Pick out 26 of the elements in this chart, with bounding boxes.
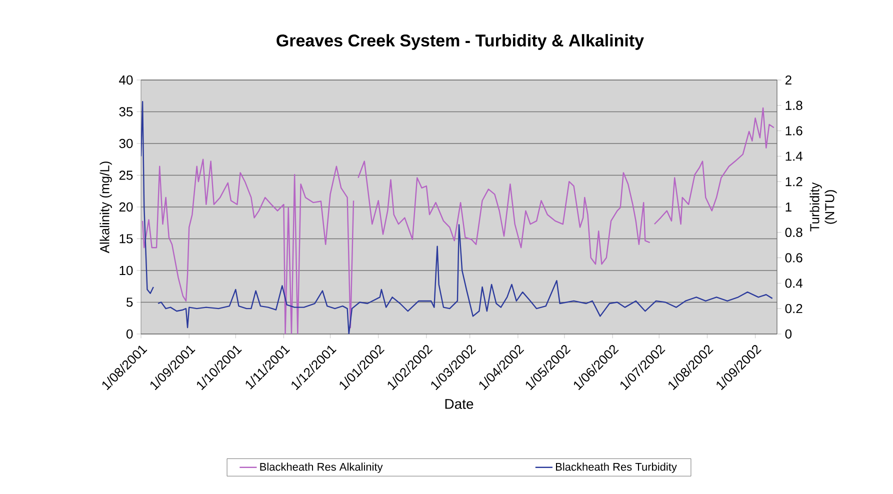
y2-tick-label: 1.2 bbox=[786, 177, 802, 186]
y2-tick-label: 1.4 bbox=[786, 152, 802, 161]
x-axis-title: Date bbox=[445, 399, 474, 409]
y2-tick-label: 1.6 bbox=[786, 126, 802, 136]
y2-tick-label: 0.8 bbox=[785, 228, 802, 237]
y-tick-label: 5 bbox=[126, 298, 133, 307]
y2-axis-title: Turbidity (NTU) bbox=[810, 182, 837, 232]
y2-tick-label: 2 bbox=[785, 75, 792, 85]
y2-tick-label: 0.6 bbox=[785, 253, 802, 262]
y-tick-label: 40 bbox=[119, 75, 133, 85]
y2-tick-label: 1.8 bbox=[786, 100, 802, 110]
y2-tick-label: 1 bbox=[786, 202, 792, 212]
y-tick-label: 30 bbox=[119, 138, 133, 148]
y-axis-title: Alkalinity (mg/L) bbox=[100, 162, 112, 254]
y-tick-label: 15 bbox=[120, 234, 133, 244]
chart-title: Greaves Creek System - Turbidity & Alkalinity bbox=[276, 34, 644, 50]
y-tick-label: 35 bbox=[119, 107, 133, 116]
y-tick-label: 0 bbox=[126, 329, 133, 339]
y2-tick-label: 0 bbox=[785, 329, 792, 339]
y-tick-label: 10 bbox=[120, 266, 133, 276]
legend-label: Blackheath Res Alkalinity bbox=[260, 462, 383, 473]
legend-label: Blackheath Res Turbidity bbox=[556, 462, 677, 473]
y-tick-label: 25 bbox=[119, 170, 133, 180]
y2-tick-label: 0.2 bbox=[785, 304, 802, 314]
y2-tick-label: 0.4 bbox=[785, 278, 802, 288]
y-tick-label: 20 bbox=[119, 202, 133, 212]
